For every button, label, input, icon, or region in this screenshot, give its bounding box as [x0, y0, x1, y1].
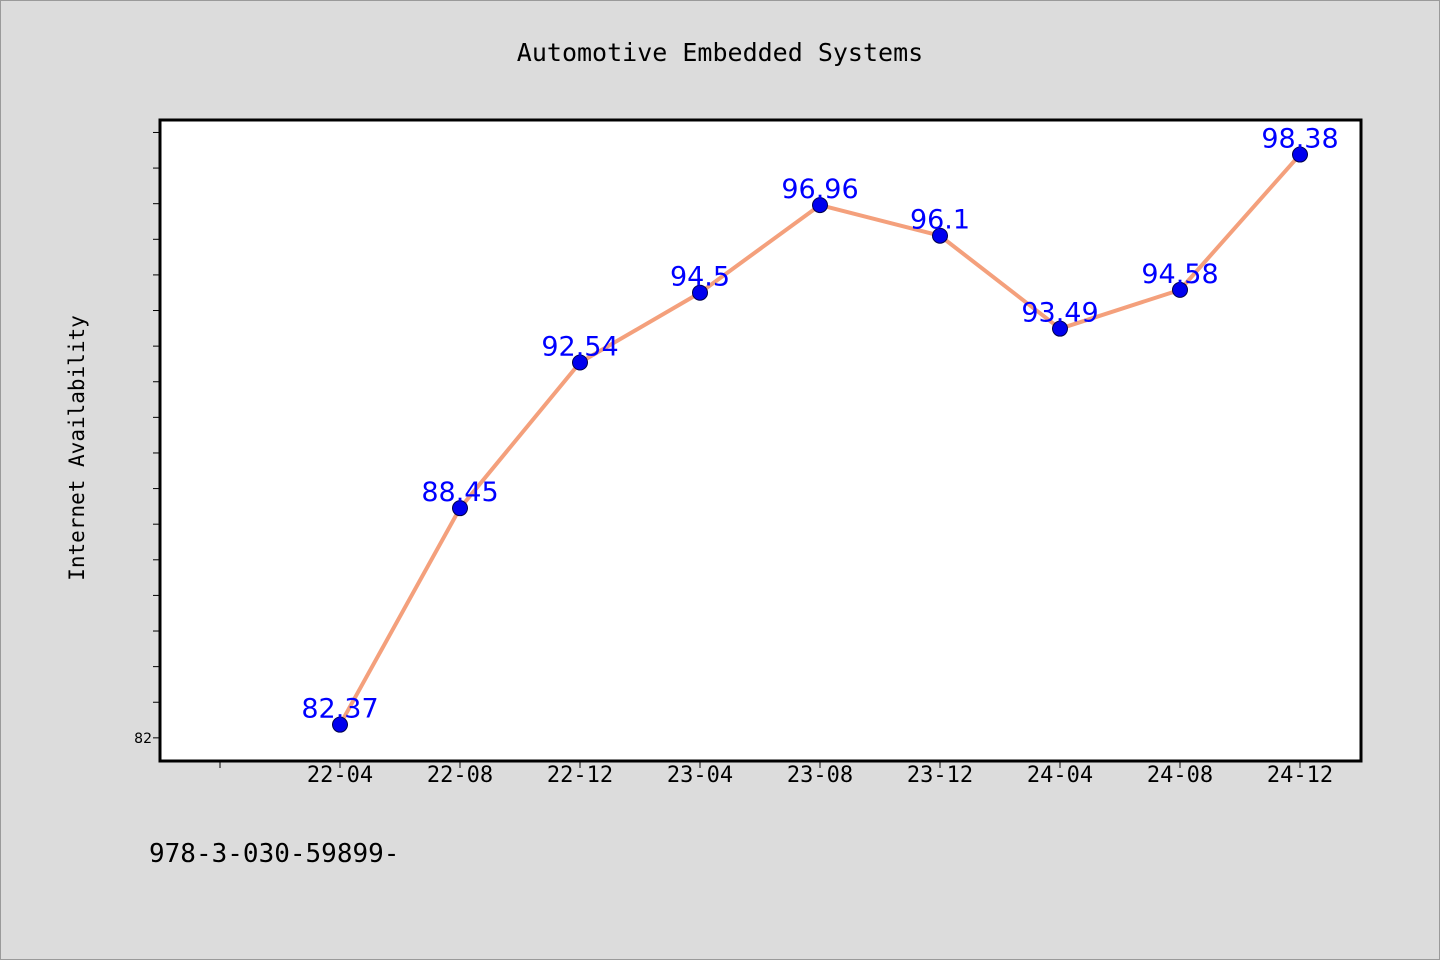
x-tick-label: 24-08	[1147, 763, 1213, 788]
data-label: 94.5	[670, 262, 730, 293]
data-point	[932, 227, 948, 244]
data-labels: 82.37 88.45 92.54 94.5 96.96 96.1 93.49 94.58 98…	[301, 124, 1338, 725]
data-point	[1172, 281, 1188, 298]
data-point	[812, 197, 828, 214]
x-tick-label: 22-12	[547, 763, 613, 788]
data-point	[452, 500, 468, 517]
data-point	[332, 716, 348, 733]
x-tick-label: 23-12	[907, 763, 973, 788]
x-axis-ticks: 22-04 22-08 22-12 23-04 23-08 23-12 24-04 24-08…	[219, 761, 1333, 788]
data-point	[1292, 146, 1308, 163]
x-tick-label: 24-04	[1027, 763, 1093, 788]
x-tick-label: 22-08	[427, 763, 493, 788]
data-point	[1052, 320, 1068, 337]
x-tick-label: 22-04	[307, 763, 373, 788]
y-tick-label: 82	[134, 731, 152, 747]
data-label: 93.49	[1021, 298, 1098, 329]
x-tick-label: 23-04	[667, 763, 733, 788]
data-point	[572, 354, 588, 371]
data-label: 92.54	[541, 332, 618, 363]
data-label: 96.1	[910, 205, 970, 236]
chart-title: Automotive Embedded Systems	[517, 38, 923, 67]
data-point	[692, 284, 708, 301]
data-label: 96.96	[781, 174, 858, 205]
series-layer	[332, 146, 1308, 733]
data-label: 98.38	[1261, 124, 1338, 155]
plot-frame	[158, 118, 1363, 763]
data-label: 94.58	[1141, 259, 1218, 290]
footer-text: 978-3-030-59899-	[149, 839, 399, 869]
y-axis-label: Internet Availability	[65, 315, 89, 581]
x-tick-label: 23-08	[787, 763, 853, 788]
plot-area	[160, 120, 1361, 761]
data-label: 82.37	[301, 694, 378, 725]
x-tick-label: 24-12	[1267, 763, 1333, 788]
data-label: 88.45	[421, 477, 498, 508]
